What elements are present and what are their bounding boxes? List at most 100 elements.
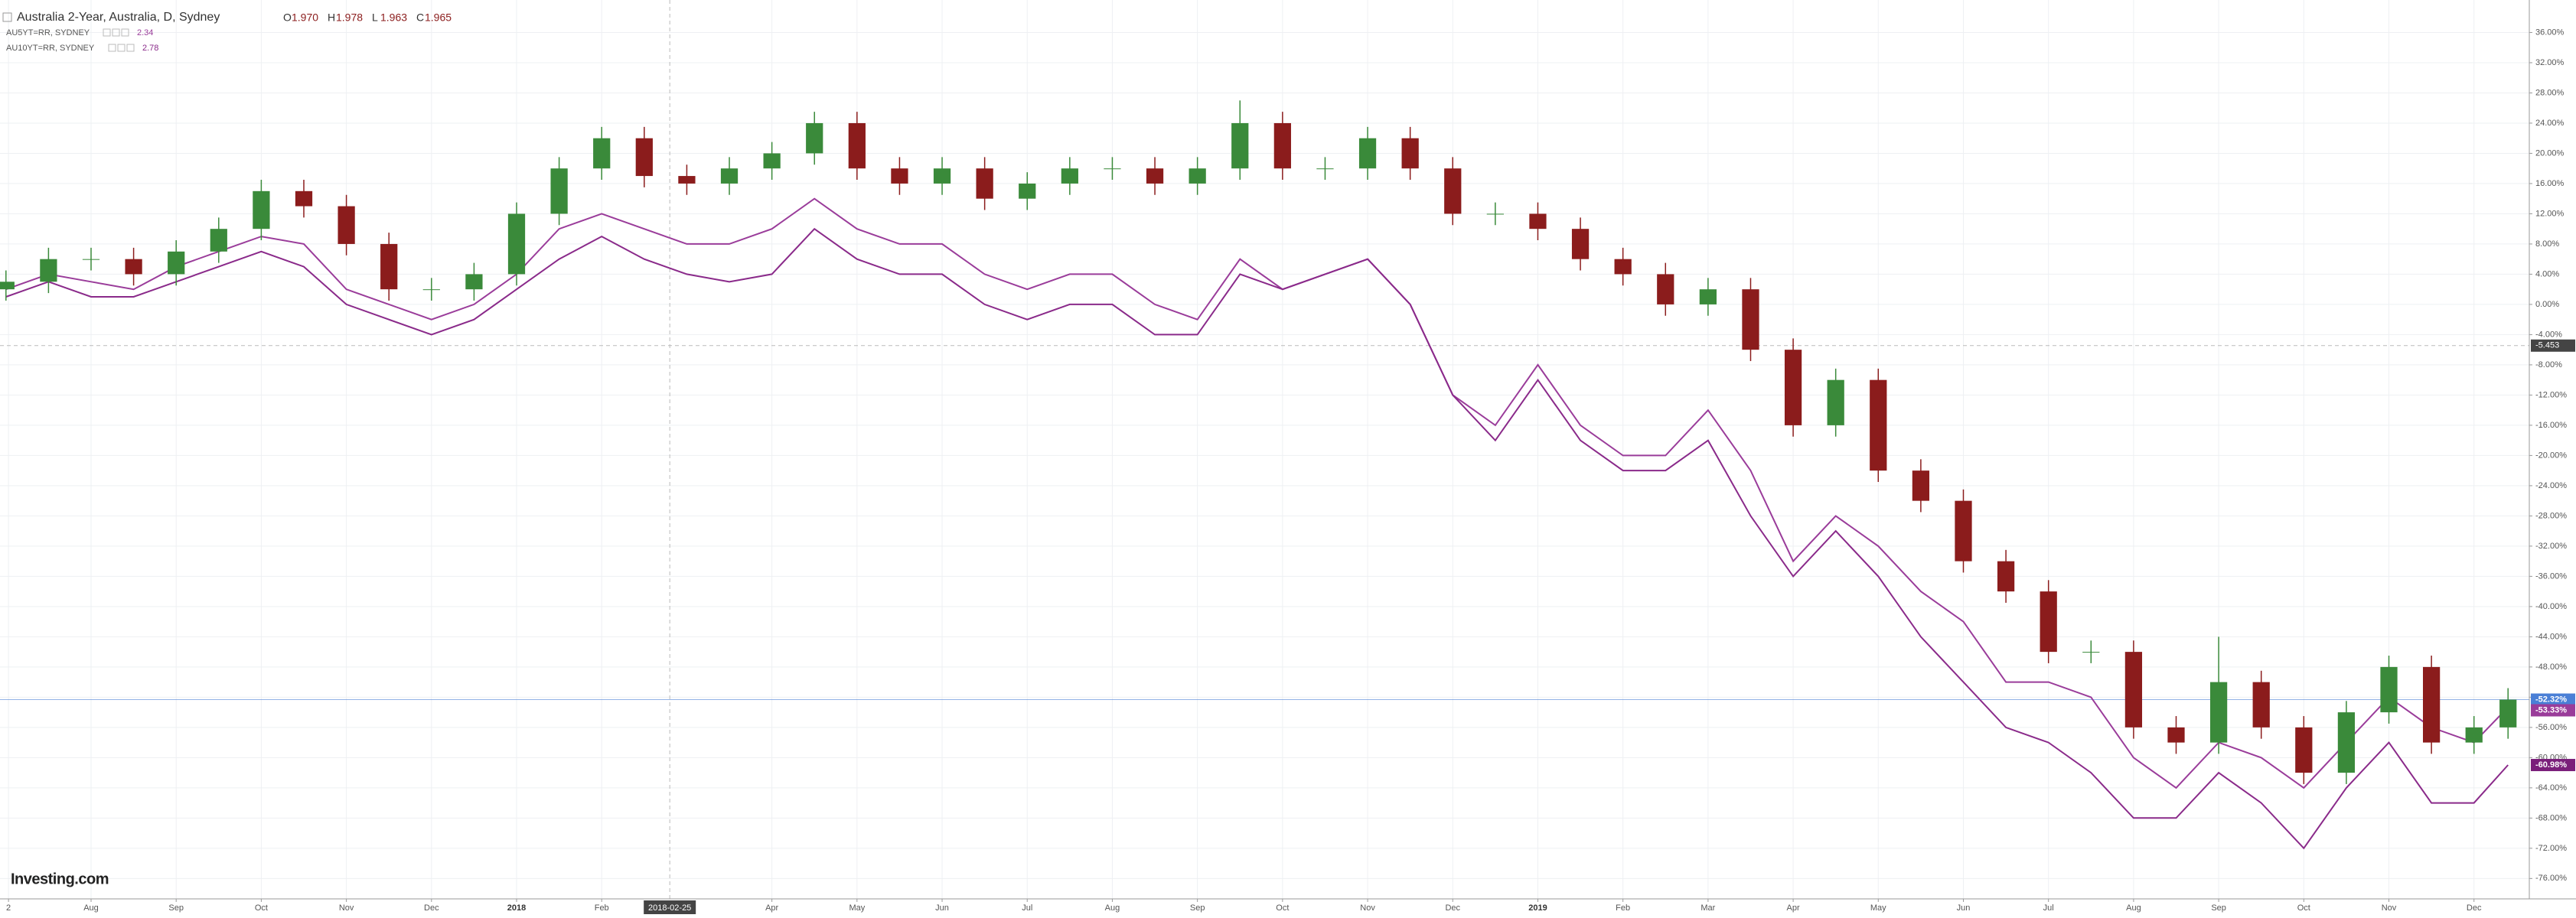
candle-body [848,122,866,169]
y-tick-label: 32.00% [2535,58,2565,67]
x-tick-label: 2 [6,903,11,913]
candle-body [1444,168,1462,214]
candle-body [295,190,313,207]
price-marker-box [2531,704,2575,717]
candle-body [1657,274,1674,304]
candle-body [1401,138,1419,169]
candle-body [0,282,15,290]
candle-body [1104,168,1121,170]
candle-body [1273,122,1291,169]
y-tick-label: 36.00% [2535,28,2565,37]
x-tick-label: Apr [1787,903,1800,913]
y-tick-label: -4.00% [2535,330,2562,339]
y-tick-label: 24.00% [2535,119,2565,128]
x-tick-label: Oct [1276,903,1289,913]
crosshair-x-box [644,900,696,914]
y-tick-label: 0.00% [2535,300,2559,309]
crosshair-x-label: 2018-02-25 [648,903,691,913]
y-tick-label: 20.00% [2535,148,2565,158]
price-marker-box [2531,759,2575,772]
y-tick-label: -40.00% [2535,602,2567,611]
y-tick-label: 12.00% [2535,209,2565,218]
legend-value: 2.34 [137,28,153,37]
y-tick-label: 4.00% [2535,269,2559,278]
y-tick-label: -16.00% [2535,421,2567,430]
x-tick-label: Aug [1105,903,1120,913]
y-tick-label: -48.00% [2535,662,2567,672]
candle-body [1827,379,1844,425]
legend-icon[interactable] [103,28,111,37]
x-tick-label: Jun [935,903,949,913]
plot [0,100,2517,850]
x-tick-label: Sep [2211,903,2226,913]
legend-icon[interactable] [121,28,129,37]
x-tick-label: Sep [1190,903,1205,913]
legend-name: AU5YT=RR, SYDNEY [6,28,90,37]
candle-body [2422,666,2441,743]
x-tick-label: Apr [765,903,778,913]
candle-body [422,289,440,291]
candle-body [2295,727,2313,773]
candle-body [2252,682,2270,728]
y-tick-label: -56.00% [2535,723,2567,732]
candle-body [1870,379,1887,471]
candle-body [2082,652,2100,653]
y-tick-label: -8.00% [2535,360,2562,369]
candle-body [82,259,100,260]
y-tick-label: -28.00% [2535,511,2567,520]
candle-body [1912,470,1930,501]
y-tick-label: -68.00% [2535,813,2567,822]
legend-icon[interactable] [117,44,126,52]
x-tick-label: Aug [2126,903,2141,913]
crosshair-y-box [2531,339,2575,352]
price-marker-label: -60.98% [2535,760,2567,770]
candle-body [337,206,355,244]
series-line [5,227,2509,850]
ohlc-key: O [283,11,292,24]
candle-body [891,168,908,184]
candle-body [1061,168,1078,184]
legend: Australia 2-Year, Australia, D, Sydney O… [2,11,452,53]
candle-body [933,168,951,184]
candle-body [2337,712,2356,773]
x-tick-label: May [1870,903,1886,913]
y-tick-label: -76.00% [2535,874,2567,883]
x-tick-label: 2019 [1528,903,1547,913]
candle-body [1784,350,1802,425]
ohlc-key: C [416,11,424,24]
candle-body [2124,652,2143,728]
x-tick-label: Aug [83,903,99,913]
candle-body [806,122,823,154]
collapse-icon[interactable] [2,12,12,22]
candle-body [1019,183,1036,199]
y-tick-label: -12.00% [2535,390,2567,399]
x-tick-label: Jul [2043,903,2054,913]
legend-icon[interactable] [108,44,116,52]
candle-body [1571,229,1590,259]
x-tick-label: Feb [595,903,609,913]
candle-body [550,168,568,214]
x-tick-label: Nov [1360,903,1375,913]
y-tick-label: -36.00% [2535,571,2567,581]
candle-body [678,176,696,184]
legend-icon[interactable] [126,44,135,52]
y-tick-label: -24.00% [2535,481,2567,490]
y-tick-label: 16.00% [2535,179,2565,188]
candle-body [168,251,185,275]
x-tick-label: 2018 [507,903,526,913]
candle-body [1529,213,1547,230]
ohlc-value: 1.970 [292,11,318,24]
x-tick-label: Sep [168,903,184,913]
candle-body [465,274,483,290]
candle-body [2465,727,2483,743]
candle-body [1997,561,2015,592]
candle-body [40,259,57,282]
candle-body [2040,591,2057,653]
candle-body [1699,289,1717,304]
legend-icon[interactable] [112,28,120,37]
candle-body [1231,122,1249,169]
ohlc-value: 1.978 [336,11,363,24]
y-tick-label: -32.00% [2535,542,2567,551]
candle-body [720,168,739,184]
